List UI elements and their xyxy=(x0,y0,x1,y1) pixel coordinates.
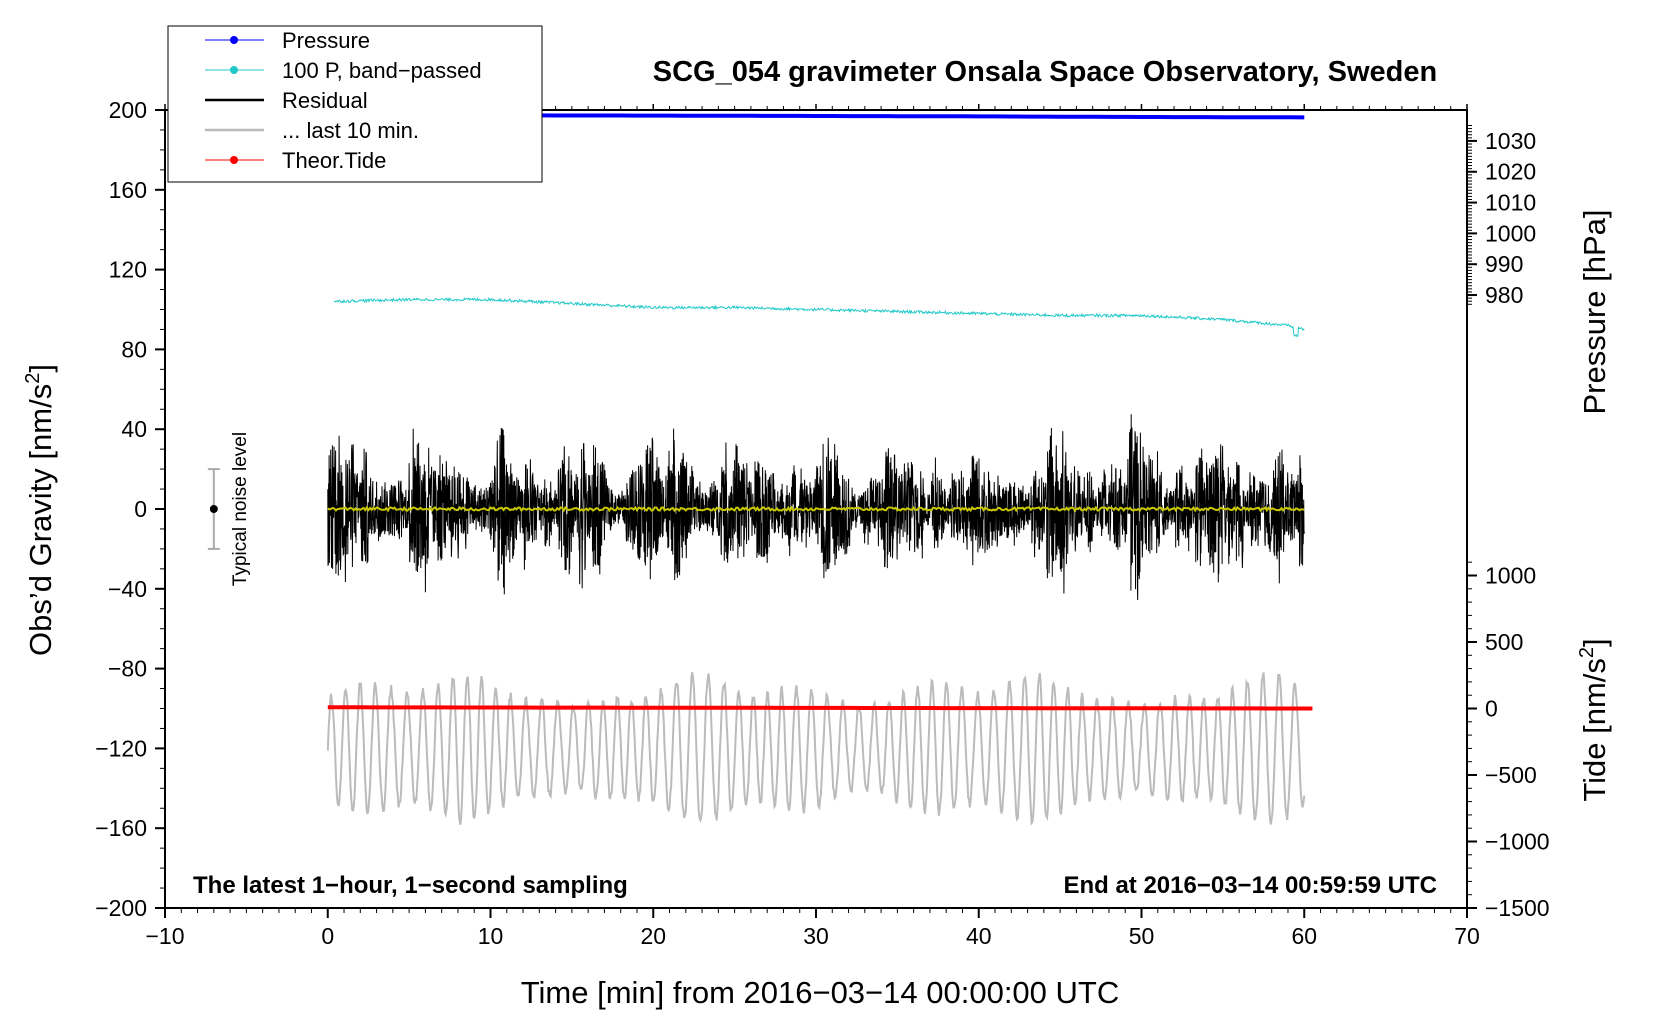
y-tick-label: 0 xyxy=(134,496,147,522)
legend-marker-1 xyxy=(230,66,238,74)
y-tick-label: −80 xyxy=(108,656,147,682)
tide-tick-label: −1500 xyxy=(1485,895,1550,921)
y-tick-label: −40 xyxy=(108,576,147,602)
legend-label-3: ... last 10 min. xyxy=(282,118,419,143)
noise-level-indicator: Typical noise level xyxy=(207,432,251,586)
series-theor-tide xyxy=(327,705,1313,711)
tide-tick-label: −500 xyxy=(1485,762,1537,788)
annotation-bottom-left: The latest 1−hour, 1−second sampling xyxy=(193,872,628,899)
y-tick-label: −160 xyxy=(95,815,147,841)
x-tick-label: 40 xyxy=(966,923,992,949)
series-smoothed xyxy=(327,505,1305,513)
legend-label-2: Residual xyxy=(282,88,368,113)
legend: Pressure 100 P, band−passed Residual ... la… xyxy=(167,25,543,183)
pressure-tick-label: 1010 xyxy=(1485,190,1536,216)
pressure-tick-label: 980 xyxy=(1485,282,1523,308)
axes-layer: −10 0 10 20 30 40 50 60 7020016012080400−40−80−1… xyxy=(95,97,1549,949)
noise-bar-label: Typical noise level xyxy=(230,432,251,586)
x-tick-label: 10 xyxy=(478,923,504,949)
x-tick-label: 0 xyxy=(321,923,334,949)
x-tick-label: 20 xyxy=(640,923,666,949)
x-tick-label: 30 xyxy=(803,923,829,949)
y-tick-label: 200 xyxy=(109,97,147,123)
series-band-passed-pressure xyxy=(333,296,1305,338)
y-tick-label: −200 xyxy=(95,895,147,921)
y-axis-title-tide: Tide [nm/s2] xyxy=(1576,638,1612,801)
y-axis-title-pressure: Pressure [hPa] xyxy=(1577,209,1612,414)
x-axis-title: Time [min] from 2016−03−14 00:00:00 UTC xyxy=(521,975,1120,1010)
y-axis-title-gravity-end: ] xyxy=(23,364,58,373)
pressure-tick-label: 1020 xyxy=(1485,159,1536,185)
tide-tick-label: −1000 xyxy=(1485,829,1550,855)
legend-box xyxy=(167,25,543,183)
series-last-10-min xyxy=(326,672,1306,826)
legend-marker-0 xyxy=(230,36,238,44)
y-axis-title-tide-end: ] xyxy=(1577,638,1612,647)
y-axis-title-gravity: Obs’d Gravity [nm/s2] xyxy=(22,364,58,656)
y-tick-label: 160 xyxy=(109,177,147,203)
noise-bar-dot xyxy=(209,505,218,513)
legend-label-4: Theor.Tide xyxy=(282,148,386,173)
x-tick-label: 60 xyxy=(1291,923,1317,949)
chart-title: SCG_054 gravimeter Onsala Space Observat… xyxy=(653,56,1437,88)
y-axis-title-gravity-sup: 2 xyxy=(22,373,44,384)
legend-marker-4 xyxy=(230,156,238,164)
annotation-bottom-right: End at 2016−03−14 00:59:59 UTC xyxy=(1063,872,1437,899)
y-axis-title-tide-sup: 2 xyxy=(1576,647,1598,658)
tide-tick-label: 500 xyxy=(1485,629,1523,655)
y-tick-label: −120 xyxy=(95,735,147,761)
tide-tick-label: 0 xyxy=(1485,696,1498,722)
y-tick-label: 40 xyxy=(121,416,147,442)
y-tick-label: 120 xyxy=(109,257,147,283)
legend-label-0: Pressure xyxy=(282,28,370,53)
pressure-tick-label: 990 xyxy=(1485,251,1523,277)
y-tick-label: 80 xyxy=(121,336,147,362)
x-tick-label: 50 xyxy=(1129,923,1155,949)
tide-tick-label: 1000 xyxy=(1485,562,1536,588)
x-tick-label: 70 xyxy=(1454,923,1480,949)
legend-label-1: 100 P, band−passed xyxy=(282,58,482,83)
pressure-tick-label: 1030 xyxy=(1485,128,1536,154)
plot-series-layer xyxy=(326,113,1313,826)
x-tick-label: −10 xyxy=(145,923,184,949)
series-residual xyxy=(327,414,1305,601)
pressure-tick-label: 1000 xyxy=(1485,220,1536,246)
